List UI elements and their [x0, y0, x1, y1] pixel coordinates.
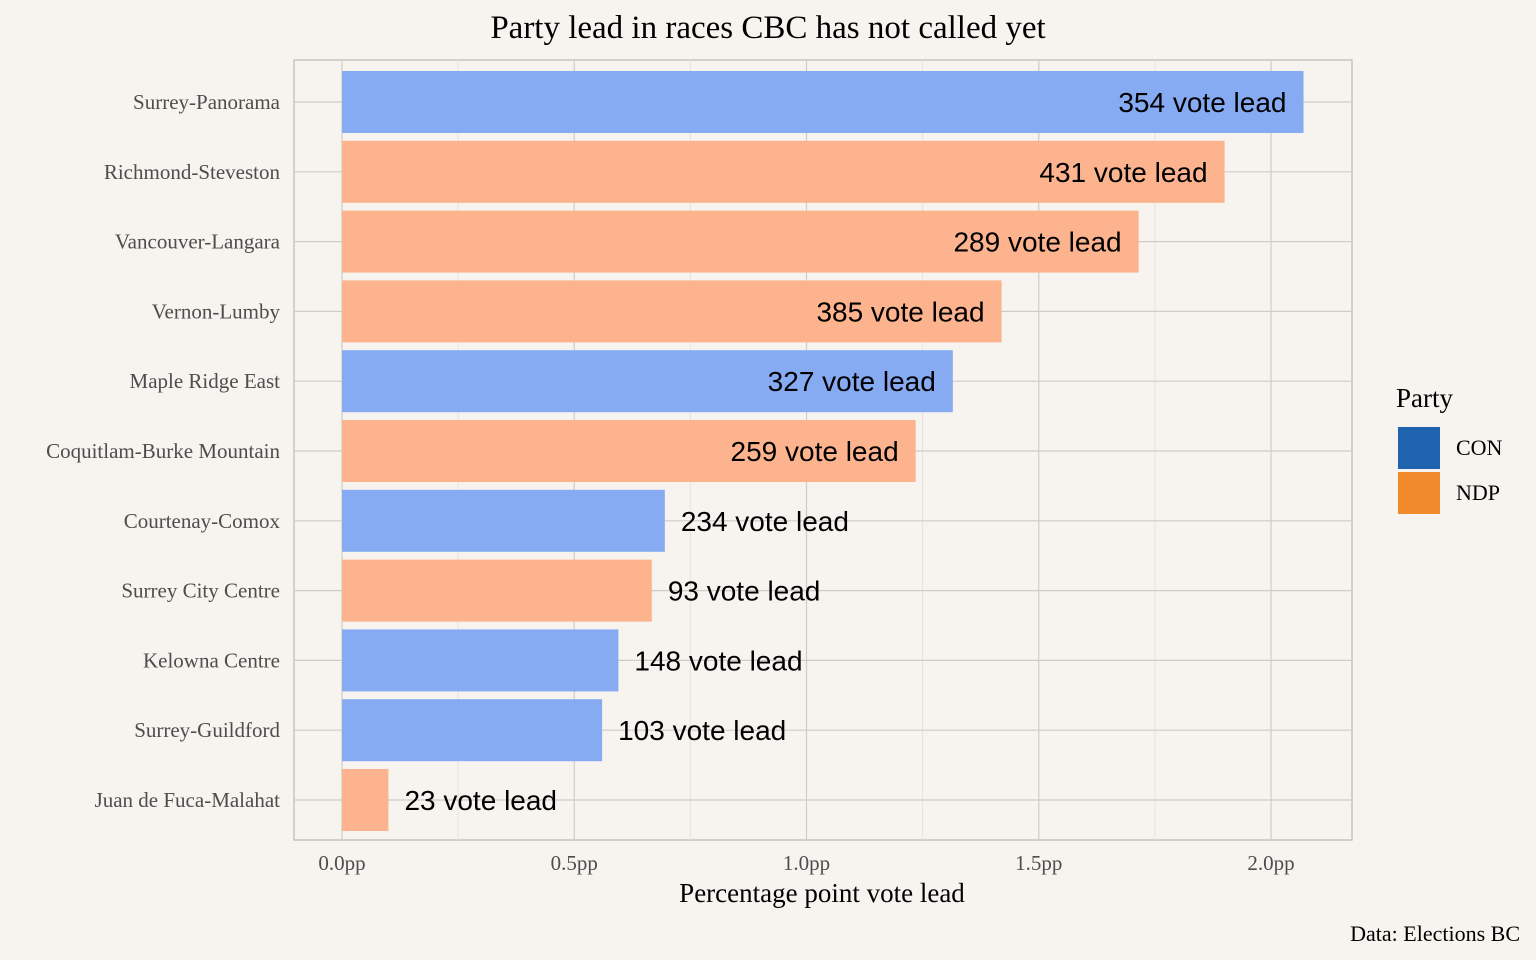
x-tick-label: 0.5pp — [551, 851, 598, 875]
bar-con — [342, 489, 665, 552]
legend-label-ndp: NDP — [1456, 480, 1500, 505]
y-axis-labels: Surrey-Panorama Richmond-Steveston Vancouv… — [46, 90, 281, 812]
bar-ndp — [342, 280, 1002, 343]
bar-data-label: 23 vote lead — [404, 785, 557, 816]
y-tick-label: Vancouver-Langara — [115, 230, 281, 254]
y-tick-label: Surrey-Guildford — [134, 718, 280, 742]
bar-con — [342, 71, 1304, 133]
legend-label-con: CON — [1456, 435, 1503, 460]
bar-data-label: 327 vote lead — [768, 366, 936, 397]
y-tick-label: Courtenay-Comox — [124, 509, 281, 533]
y-tick-label: Coquitlam-Burke Mountain — [46, 439, 280, 463]
bar-ndp — [342, 140, 1225, 203]
bar-con — [342, 699, 603, 762]
bar-data-label: 259 vote lead — [731, 436, 899, 467]
y-tick-label: Maple Ridge East — [130, 369, 281, 393]
chart-title: Party lead in races CBC has not called y… — [490, 10, 1045, 46]
bar-ndp — [342, 210, 1139, 273]
bar-data-label: 234 vote lead — [681, 506, 849, 537]
bar-data-label: 103 vote lead — [618, 715, 786, 746]
caption: Data: Elections BC — [1350, 921, 1520, 946]
bar-ndp — [342, 559, 652, 622]
bar-data-label: 148 vote lead — [634, 645, 802, 676]
x-tick-label: 1.0pp — [783, 851, 830, 875]
legend-title: Party — [1396, 383, 1453, 413]
x-tick-label: 0.0pp — [318, 851, 365, 875]
panel-border — [293, 59, 1353, 841]
y-tick-label: Juan de Fuca-Malahat — [95, 788, 281, 812]
y-tick-label: Vernon-Lumby — [152, 299, 281, 323]
legend-swatch-con — [1398, 427, 1440, 469]
bar-data-label: 385 vote lead — [816, 296, 984, 327]
x-tick-label: 2.0pp — [1247, 851, 1294, 875]
x-axis-title: Percentage point vote lead — [679, 878, 965, 908]
bar-con — [342, 629, 619, 692]
legend: Party CON NDP — [1396, 383, 1503, 514]
plot-panel: 354 vote lead 431 vote lead 289 vote lead 3… — [293, 59, 1353, 841]
legend-swatch-ndp — [1398, 472, 1440, 514]
y-tick-label: Richmond-Steveston — [104, 160, 281, 184]
y-tick-label: Kelowna Centre — [143, 648, 280, 672]
bar-data-label: 93 vote lead — [668, 576, 821, 607]
bar-data-label: 289 vote lead — [953, 227, 1121, 258]
y-tick-label: Surrey City Centre — [121, 579, 280, 603]
x-tick-label: 1.5pp — [1015, 851, 1062, 875]
bar-ndp — [342, 420, 916, 482]
y-tick-label: Surrey-Panorama — [133, 90, 281, 114]
bar-ndp — [342, 769, 389, 831]
bar-con — [342, 350, 953, 413]
bar-data-label: 354 vote lead — [1118, 87, 1286, 118]
bar-data-label: 431 vote lead — [1039, 157, 1207, 188]
x-axis-tick-labels: 0.0pp 0.5pp 1.0pp 1.5pp 2.0pp — [318, 851, 1294, 875]
